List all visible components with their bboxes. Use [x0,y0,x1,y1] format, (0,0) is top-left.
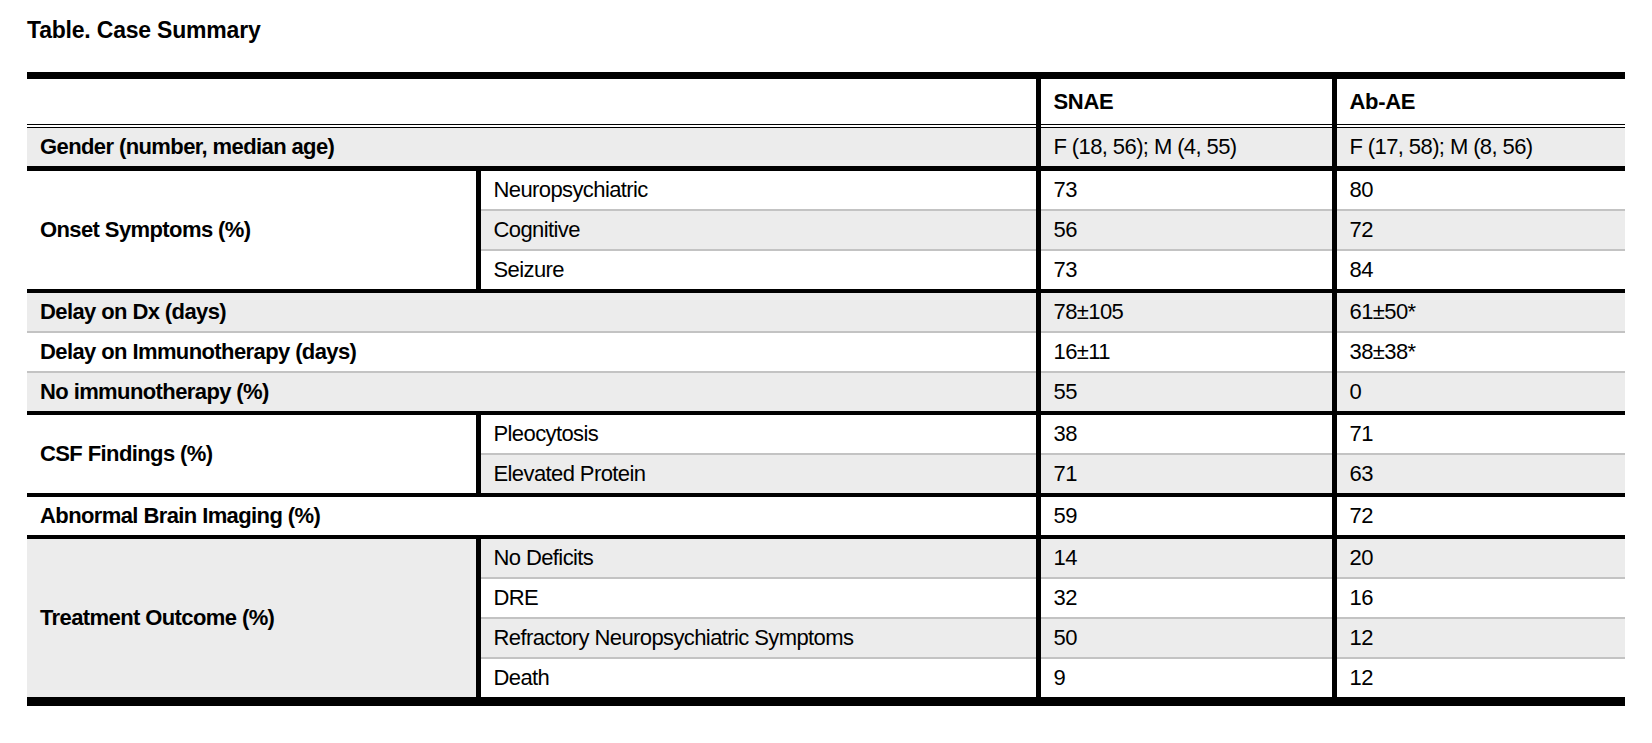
csf-row-snae: 71 [1038,454,1334,495]
imaging-label: Abnormal Brain Imaging (%) [27,495,1038,537]
outcome-row-label: No Deficits [478,537,1038,578]
outcome-row-snae: 9 [1038,658,1334,702]
csf-row-label: Elevated Protein [478,454,1038,495]
onset-row-snae: 73 [1038,169,1334,211]
csf-row-snae: 38 [1038,413,1334,454]
delay-immuno-label: Delay on Immunotherapy (days) [27,332,1038,372]
csf-row-abae: 71 [1334,413,1625,454]
row-abnormal-brain-imaging: Abnormal Brain Imaging (%) 59 72 [27,495,1625,537]
outcome-row-abae: 12 [1334,658,1625,702]
row-delay-dx: Delay on Dx (days) 78±105 61±50* [27,291,1625,332]
csf-row-abae: 63 [1334,454,1625,495]
onset-group-label: Onset Symptoms (%) [27,169,478,292]
delay-dx-snae: 78±105 [1038,291,1334,332]
onset-row-snae: 56 [1038,210,1334,250]
outcome-row-label: Refractory Neuropsychiatric Symptoms [478,618,1038,658]
header-abae: Ab-AE [1334,76,1625,127]
outcome-row-label: DRE [478,578,1038,618]
table-title: Table. Case Summary [27,16,1625,44]
delay-dx-abae: 61±50* [1334,291,1625,332]
page: Table. Case Summary SNAE Ab-AE Gender (n… [0,0,1652,743]
outcome-row-abae: 12 [1334,618,1625,658]
imaging-abae: 72 [1334,495,1625,537]
outcome-row-snae: 14 [1038,537,1334,578]
row-csf-pleocytosis: CSF Findings (%) Pleocytosis 38 71 [27,413,1625,454]
no-immuno-label: No immunotherapy (%) [27,372,1038,413]
imaging-snae: 59 [1038,495,1334,537]
row-onset-neuropsychiatric: Onset Symptoms (%) Neuropsychiatric 73 8… [27,169,1625,211]
row-outcome-no-deficits: Treatment Outcome (%) No Deficits 14 20 [27,537,1625,578]
header-snae: SNAE [1038,76,1334,127]
onset-row-abae: 84 [1334,250,1625,291]
onset-row-abae: 80 [1334,169,1625,211]
row-delay-immunotherapy: Delay on Immunotherapy (days) 16±11 38±3… [27,332,1625,372]
csf-group-label: CSF Findings (%) [27,413,478,495]
onset-row-abae: 72 [1334,210,1625,250]
delay-dx-label: Delay on Dx (days) [27,291,1038,332]
outcome-row-abae: 16 [1334,578,1625,618]
csf-row-label: Pleocytosis [478,413,1038,454]
gender-label: Gender (number, median age) [27,126,1038,169]
outcome-row-abae: 20 [1334,537,1625,578]
outcome-row-snae: 50 [1038,618,1334,658]
gender-abae: F (17, 58); M (8, 56) [1334,126,1625,169]
delay-immuno-snae: 16±11 [1038,332,1334,372]
case-summary-table: SNAE Ab-AE Gender (number, median age) F… [27,72,1625,706]
delay-immuno-abae: 38±38* [1334,332,1625,372]
onset-row-snae: 73 [1038,250,1334,291]
no-immuno-abae: 0 [1334,372,1625,413]
onset-row-label: Neuropsychiatric [478,169,1038,211]
outcome-group-label: Treatment Outcome (%) [27,537,478,702]
row-no-immunotherapy: No immunotherapy (%) 55 0 [27,372,1625,413]
no-immuno-snae: 55 [1038,372,1334,413]
onset-row-label: Seizure [478,250,1038,291]
header-empty-cell [27,76,1038,127]
onset-row-label: Cognitive [478,210,1038,250]
gender-snae: F (18, 56); M (4, 55) [1038,126,1334,169]
outcome-row-snae: 32 [1038,578,1334,618]
header-row: SNAE Ab-AE [27,76,1625,127]
outcome-row-label: Death [478,658,1038,702]
row-gender: Gender (number, median age) F (18, 56); … [27,126,1625,169]
